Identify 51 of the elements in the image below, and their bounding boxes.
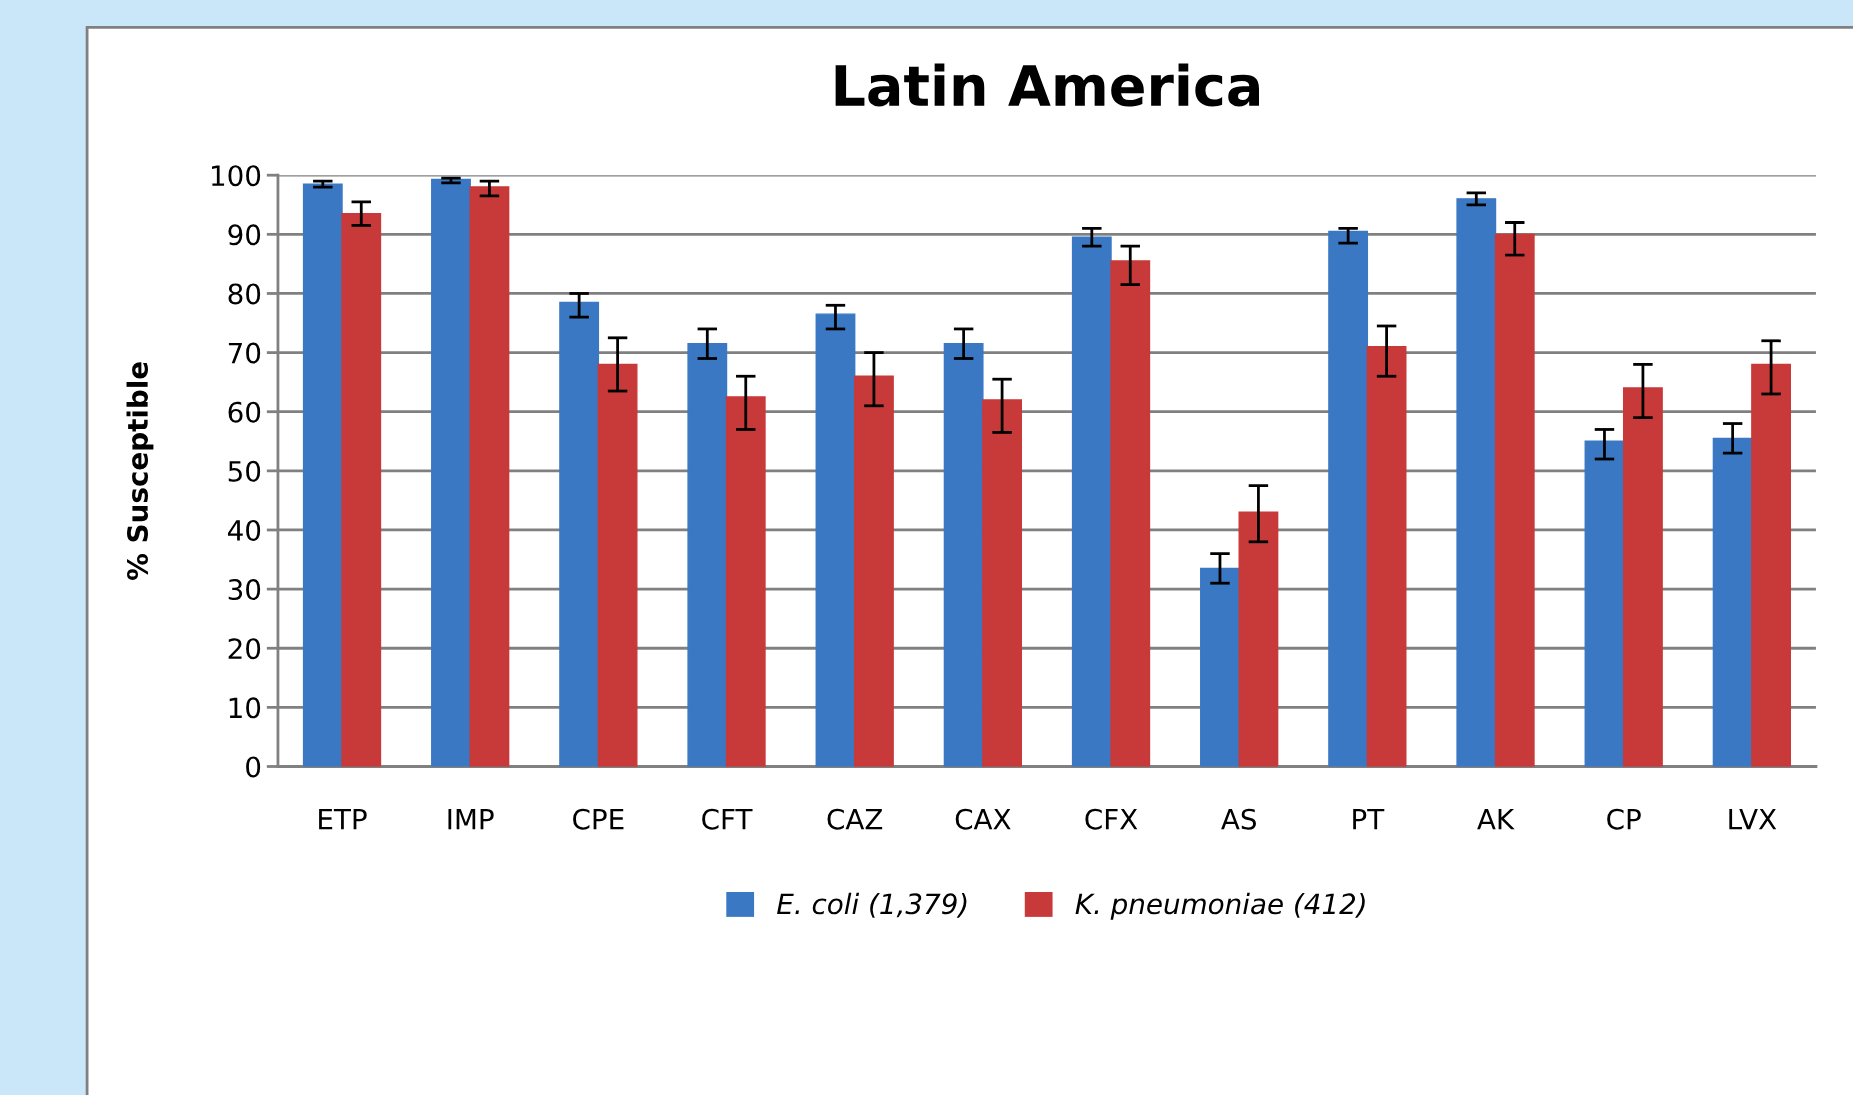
- bar: [469, 186, 510, 767]
- bar: [1366, 345, 1407, 767]
- y-tick-label: 30: [228, 579, 261, 601]
- bar: [1328, 230, 1369, 767]
- bar: [1110, 260, 1151, 767]
- chart-title: Latin America: [835, 63, 1259, 107]
- bar: [725, 396, 766, 767]
- x-tick-label: AK: [1477, 809, 1515, 830]
- y-tick-label: 10: [229, 697, 261, 719]
- x-tick-label: CPE: [573, 808, 624, 830]
- x-tick-label: PT: [1353, 809, 1385, 830]
- bar: [341, 212, 382, 767]
- bar: [815, 313, 856, 767]
- bar: [1712, 437, 1753, 767]
- bar: [1200, 567, 1240, 767]
- y-tick-label: 20: [228, 638, 261, 660]
- x-tick-label: AS: [1221, 808, 1256, 830]
- bar: [982, 399, 1023, 767]
- bar: [1584, 440, 1625, 767]
- legend-label: K. pneumoniae (412): [1075, 892, 1365, 920]
- bar: [1456, 198, 1497, 767]
- bar: [1238, 511, 1279, 767]
- y-tick-label: 80: [228, 283, 261, 305]
- x-tick-label: CP: [1607, 808, 1641, 830]
- bar: [302, 183, 343, 767]
- y-tick-label: 0: [246, 756, 261, 778]
- bar: [1071, 236, 1112, 767]
- x-tick-label: LVX: [1729, 809, 1777, 830]
- bar: [597, 363, 638, 767]
- y-tick-label: 100: [212, 165, 261, 187]
- x-tick-label: CAZ: [827, 808, 883, 830]
- legend-label: E. coli (1,379): [777, 892, 967, 918]
- bar: [431, 178, 471, 767]
- x-tick-label: ETP: [319, 809, 367, 830]
- y-tick-label: 90: [228, 224, 261, 246]
- y-tick-label: 60: [228, 401, 261, 423]
- bar: [559, 301, 600, 767]
- bar: [1751, 363, 1792, 767]
- bar: [854, 375, 894, 767]
- bar: [687, 343, 728, 767]
- x-tick-label: CAX: [955, 808, 1011, 830]
- x-tick-label: CFT: [702, 808, 753, 830]
- bar: [943, 343, 984, 767]
- y-tick-label: 40: [227, 519, 261, 541]
- bar: [1494, 233, 1535, 767]
- x-tick-label: IMP: [448, 809, 494, 830]
- y-tick-label: 70: [228, 342, 261, 364]
- x-tick-label: CFX: [1085, 808, 1138, 830]
- bar: [1622, 387, 1663, 767]
- y-axis-title: % Susceptible: [126, 362, 154, 580]
- y-tick-label: 50: [228, 460, 261, 482]
